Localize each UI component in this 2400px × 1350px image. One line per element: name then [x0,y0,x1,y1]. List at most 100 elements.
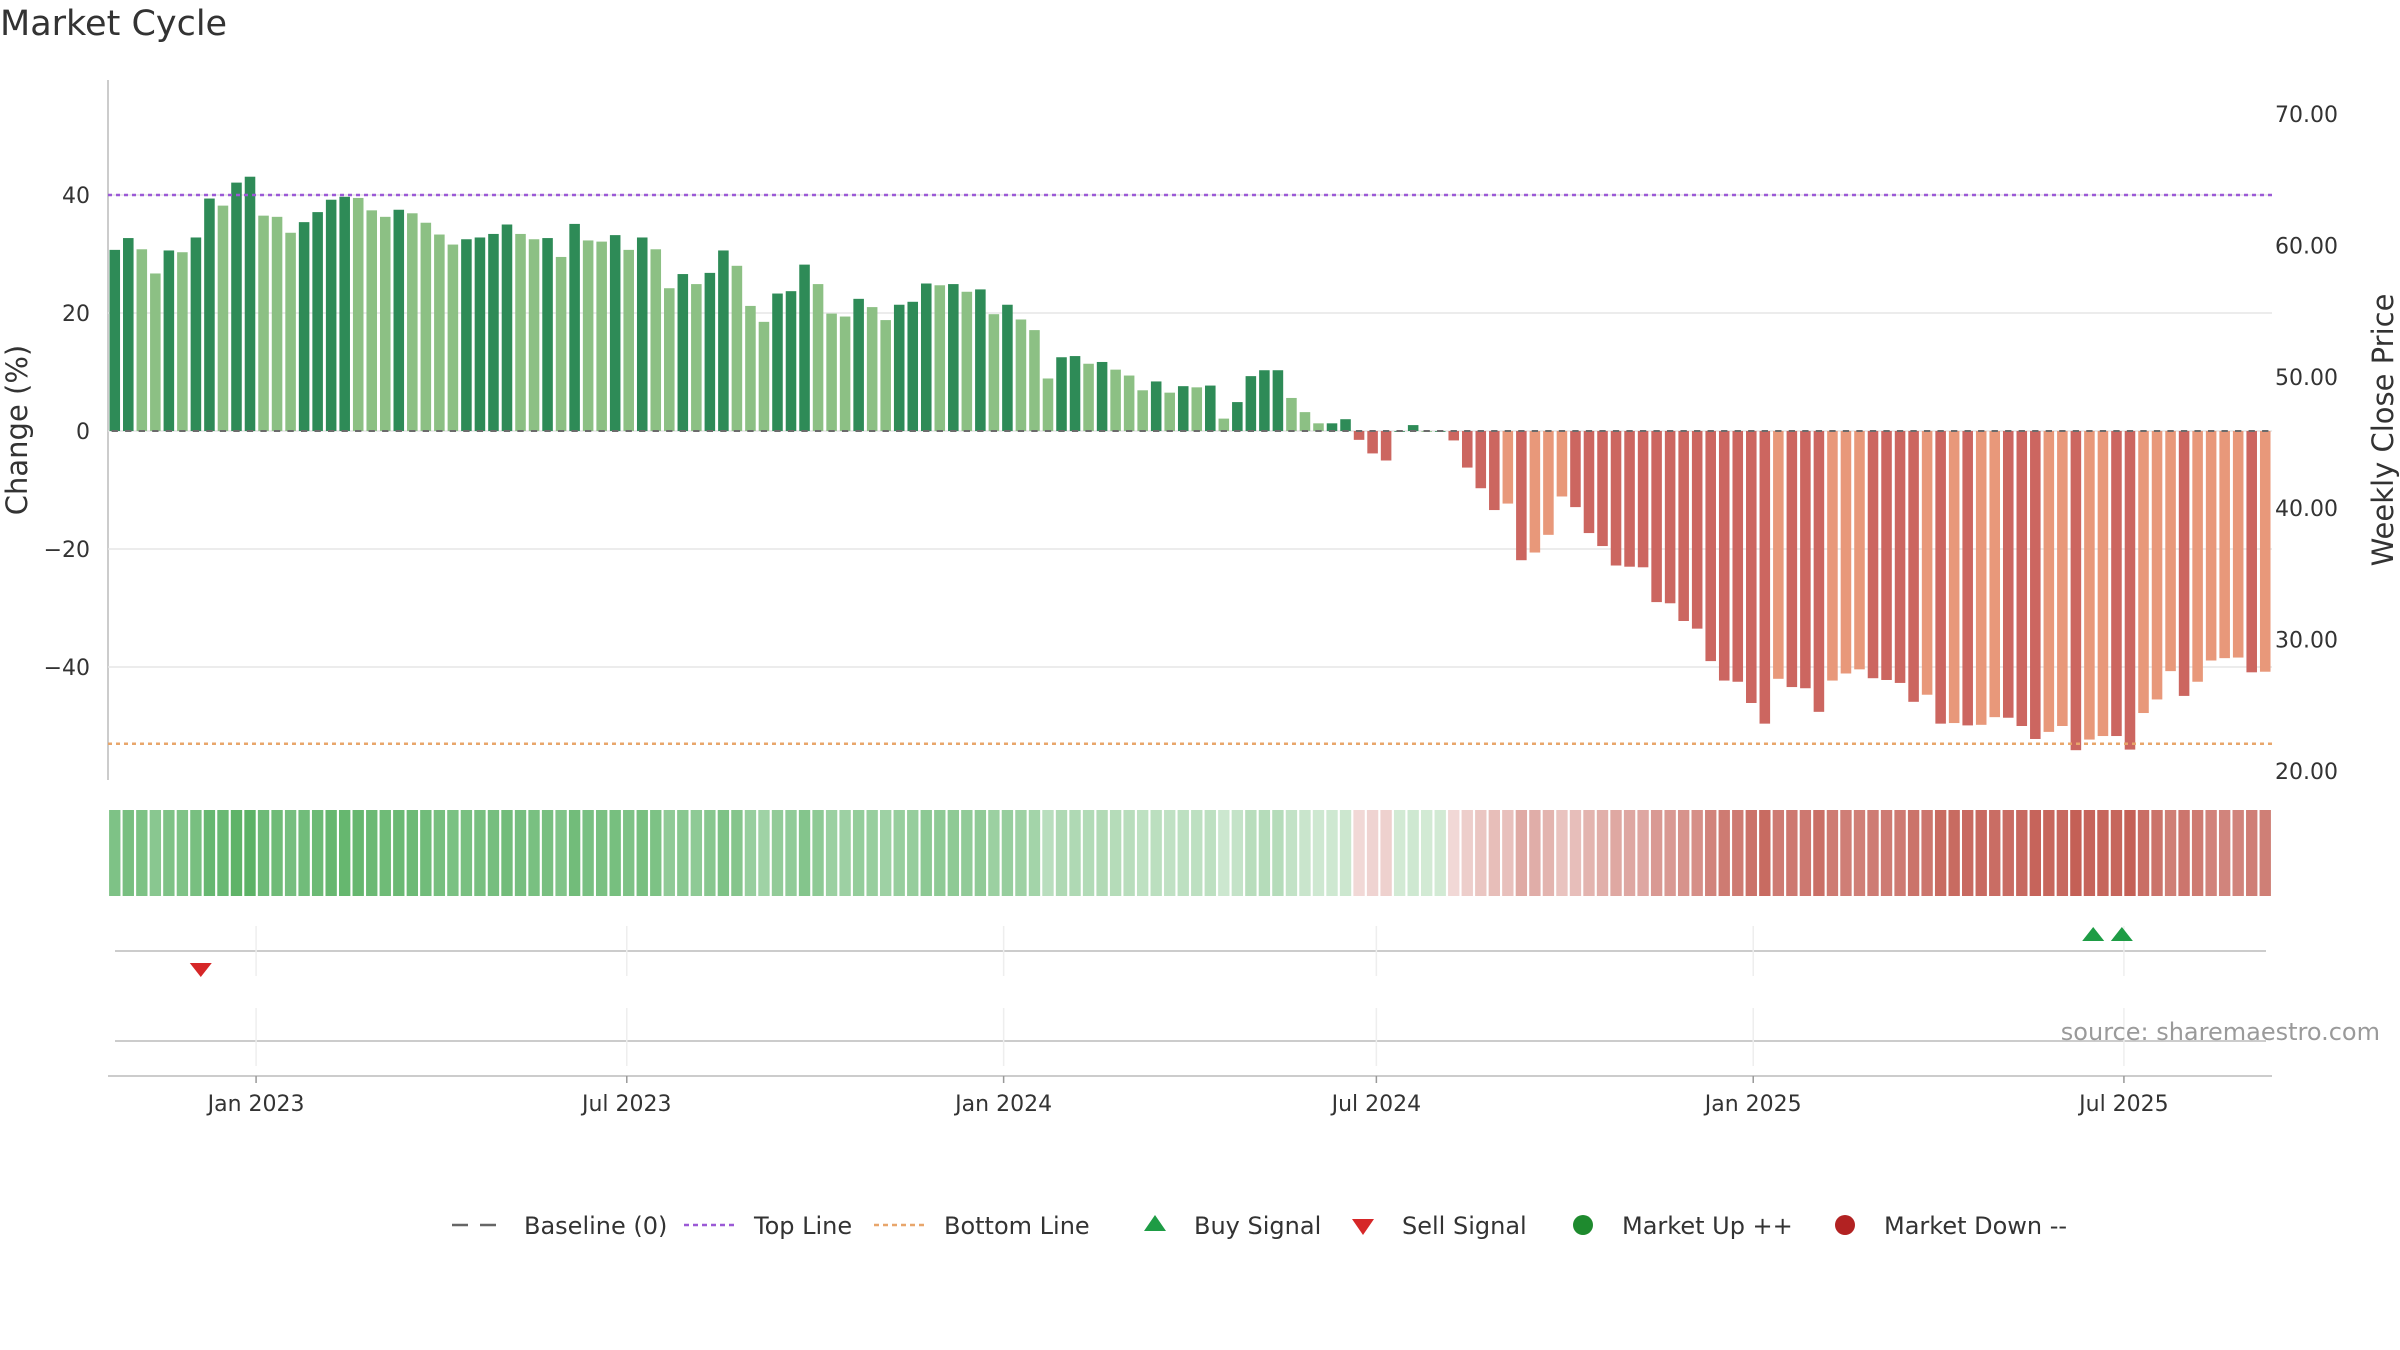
bar [758,321,770,431]
heat-strip-cell [379,810,391,896]
heat-strip-cell [2124,810,2136,896]
bar [1069,356,1081,431]
bar [1516,431,1527,561]
heat-strip-cell [2205,810,2217,896]
heat-strip-cell [1299,810,1311,896]
heat-strip-cell [1245,810,1257,896]
bar [2057,431,2068,726]
y2-tick-label: 70.00 [2275,103,2338,128]
bar [1691,431,1703,629]
bar [1083,363,1094,431]
bar [1935,431,1946,724]
bar [907,301,919,431]
bar [1678,431,1689,621]
heat-strip-cell [352,810,364,896]
heat-strip-cell [1664,810,1676,896]
bar [1975,431,1987,725]
bar [420,222,432,431]
legend-item: Bottom Line [874,1212,1090,1240]
heat-strip-cell [2110,810,2123,896]
heat-strip-cell [947,810,959,896]
heat-strip-cell [650,810,662,896]
bar [2165,431,2176,672]
bar [704,272,716,431]
legend-item: Baseline (0) [452,1212,667,1240]
source-label: source: sharemaestro.com [2061,1018,2380,1046]
bar [1543,431,1554,535]
heat-strip-cell [1380,810,1392,896]
legend-label: Bottom Line [944,1212,1090,1240]
y2-tick-label: 60.00 [2275,234,2338,259]
heat-strip-cell [1461,810,1473,896]
bar [1407,425,1419,431]
bar [1286,397,1297,431]
y-axis-label: Change (%) [0,345,34,515]
bar [691,284,702,431]
heat-strip-cell [1448,810,1460,896]
bar [893,304,905,431]
bar [1461,431,1473,468]
bar [1299,412,1311,431]
heat-strip-cell [311,810,324,896]
bar [1705,431,1716,662]
legend-label: Top Line [753,1212,852,1240]
heat-strip-cell [1488,810,1500,896]
heat-strip-cell [541,810,554,896]
heat-strip-cell [1542,810,1555,896]
heat-strip-cell [1109,810,1122,896]
bar [1637,431,1649,568]
heat-strip-cell [1421,810,1433,896]
heat-strip-cell [1556,810,1568,896]
bar [1489,431,1500,511]
heat-strip-cell [176,810,189,896]
bar [2111,431,2122,737]
bar [1313,423,1324,431]
bar [177,252,188,431]
heat-strip-cell [433,810,446,896]
heat-strip-cell [1082,810,1095,896]
heat-strip-cell [866,810,878,896]
bar [1042,378,1054,431]
heat-strip-cell [1934,810,1947,896]
heat-strip-cell [1393,810,1406,896]
bar [2124,431,2136,750]
heat-strip-cell [2164,810,2177,896]
bar [2259,431,2271,672]
legend-triangle-up-icon [1144,1215,1166,1231]
heat-strip-cell [1921,810,1933,896]
bar [271,216,283,431]
heat-strip-cell [514,810,527,896]
bar [244,176,256,431]
bar [1962,431,1973,726]
bar [1205,385,1216,431]
heat-strip-cell [1136,810,1149,896]
bar [1583,431,1595,534]
bar [150,273,161,431]
heat-strip-cell [1623,810,1636,896]
heat-strip-cell [1475,810,1487,896]
heat-strip-cell [785,810,797,896]
bar [1029,330,1040,431]
heat-strip-cell [1407,810,1419,896]
heat-strip-cell [663,810,675,896]
x-tick-label: Jan 2025 [1703,1092,1802,1117]
bar [1867,431,1879,679]
bar [1259,370,1270,431]
heat-strip-cell [744,810,757,896]
legend-item: Market Down -- [1835,1212,2067,1240]
heat-strip-cell [555,810,567,896]
bar [2151,431,2163,700]
heat-strip-cell [1164,810,1176,896]
y-tick-label: −20 [44,538,90,563]
heat-strip-cell [677,810,689,896]
bar [1191,387,1203,431]
bar [190,237,202,431]
heat-strip-cell [1637,810,1649,896]
bar [2016,431,2028,726]
heat-strip-cell [2097,810,2109,896]
heat-strip-cell [568,810,581,896]
bar [474,237,486,431]
heat-strip-cell [717,810,730,896]
bar [1475,431,1487,489]
bar [1177,386,1189,431]
